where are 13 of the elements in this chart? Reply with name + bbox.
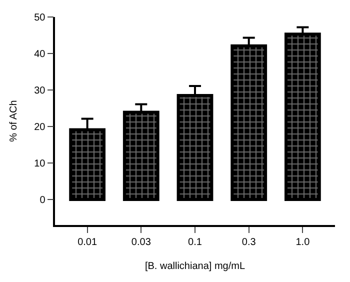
y-tick-label: 30 [34,85,46,96]
x-tick-label: 0.1 [188,236,202,248]
x-tick-label: 0.03 [131,236,152,248]
x-axis-title: [B. wallichiana] mg/mL [144,260,246,272]
x-tick-label: 0.3 [242,236,256,248]
y-axis-title: % of ACh [8,100,20,142]
y-tick-label: 50 [34,12,46,24]
x-tick-label: 0.01 [78,236,98,248]
y-tick-label: 0 [40,194,46,206]
x-tick-label: 1.0 [296,236,310,248]
y-tick-label: 40 [34,48,46,60]
y-tick-label: 20 [34,122,46,133]
y-tick-label: 10 [34,158,46,170]
